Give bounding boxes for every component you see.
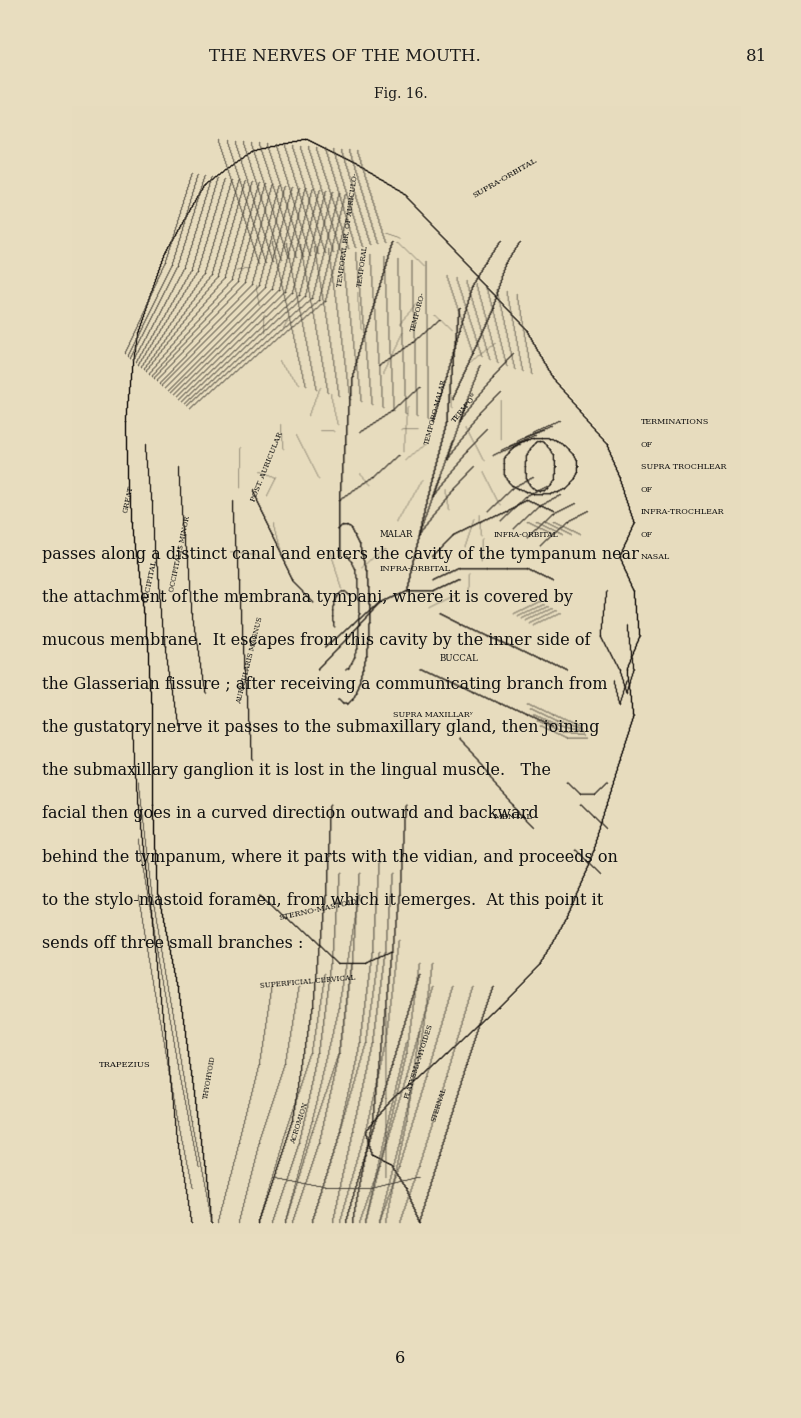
Text: Fig. 16.: Fig. 16. [374,86,427,101]
Text: THE NERVES OF THE MOUTH.: THE NERVES OF THE MOUTH. [208,48,481,64]
Text: SUPERFICIAL CERVICAL: SUPERFICIAL CERVICAL [259,973,355,990]
Text: the attachment of the membrana tympani, where it is covered by: the attachment of the membrana tympani, … [42,590,573,605]
Text: sends off three small branches :: sends off three small branches : [42,936,303,951]
Text: TEMPORO-MALAR: TEMPORO-MALAR [423,379,448,445]
Text: SUPRA-ORBITAL: SUPRA-ORBITAL [472,156,538,200]
Text: 81: 81 [747,48,767,64]
Text: TEMPORAL BR. OF AURICULO-: TEMPORAL BR. OF AURICULO- [336,173,360,288]
Text: OCCIPITALIS MINOR: OCCIPITALIS MINOR [168,515,192,591]
Text: SUPRA TROCHLEAR: SUPRA TROCHLEAR [641,464,726,471]
Text: STERNO-MASTOID: STERNO-MASTOID [279,898,359,922]
Text: TRAPEZIUS: TRAPEZIUS [99,1061,151,1069]
Text: 6: 6 [396,1350,405,1367]
Text: the gustatory nerve it passes to the submaxillary gland, then joining: the gustatory nerve it passes to the sub… [42,719,599,736]
Text: facial then goes in a curved direction outward and backward: facial then goes in a curved direction o… [42,805,538,822]
Text: THYOHYOID: THYOHYOID [202,1055,217,1099]
Text: to the stylo-mastoid foramen, from which it emerges.  At this point it: to the stylo-mastoid foramen, from which… [42,892,603,909]
Text: INFRA-ORBITAL: INFRA-ORBITAL [493,530,558,539]
Text: AURICULARIS MAGNUS: AURICULARIS MAGNUS [235,617,265,705]
Text: TEMPORO-: TEMPORO- [409,291,428,333]
Text: ACROMION: ACROMION [289,1102,310,1144]
Text: SUPRA MAXILLARʸ: SUPRA MAXILLARʸ [393,710,473,719]
Text: MENTAL: MENTAL [493,813,533,821]
Text: TERMINATIONS: TERMINATIONS [641,418,709,425]
Text: POST. AURICULAR: POST. AURICULAR [249,430,284,502]
Text: OF: OF [641,485,653,493]
Text: TEMPORAL: TEMPORAL [356,244,369,288]
Text: INFRA-TROCHLEAR: INFRA-TROCHLEAR [641,508,724,516]
Text: behind the tympanum, where it parts with the vidian, and proceeds on: behind the tympanum, where it parts with… [42,848,618,865]
Text: OF: OF [641,441,653,448]
Text: the submaxillary ganglion it is lost in the lingual muscle.   The: the submaxillary ganglion it is lost in … [42,763,550,778]
Text: OCCIPITAL: OCCIPITAL [142,559,159,603]
Text: the Glasserian fissure ; after receiving a communicating branch from: the Glasserian fissure ; after receiving… [42,676,607,692]
Text: PLATYSMA-MYOIDES: PLATYSMA-MYOIDES [403,1022,435,1099]
Text: TERMˢOᵂ: TERMˢOᵂ [450,391,480,424]
Text: NASAL: NASAL [641,553,670,562]
Text: STERNAL: STERNAL [429,1086,448,1122]
Text: mucous membrane.  It escapes from this cavity by the inner side of: mucous membrane. It escapes from this ca… [42,632,590,649]
Text: MALAR: MALAR [380,530,413,539]
Text: passes along a distinct canal and enters the cavity of the tympanum near: passes along a distinct canal and enters… [42,546,638,563]
Text: BUCCAL: BUCCAL [440,654,479,664]
Text: GREAT: GREAT [122,485,135,513]
Text: OF: OF [641,530,653,539]
Text: INFRA-ORBITAL: INFRA-ORBITAL [380,564,451,573]
